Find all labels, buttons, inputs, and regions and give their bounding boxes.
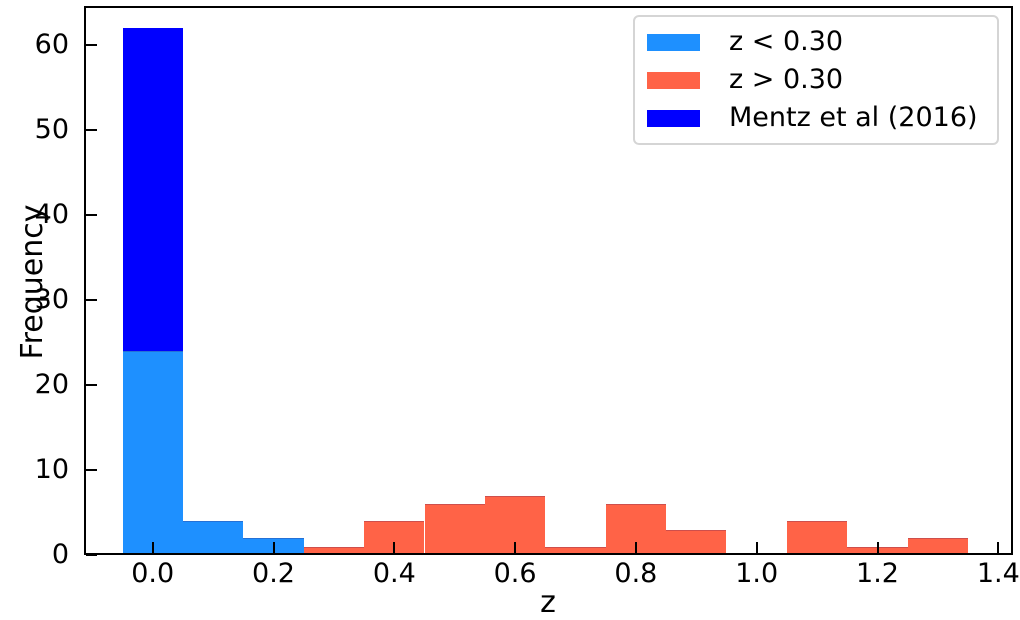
x-tick-label: 1.4 — [976, 558, 1020, 589]
x-tick-label: 1.0 — [735, 558, 779, 589]
hist-bar-series1-bin4 — [545, 546, 606, 555]
y-tick-mark — [86, 554, 97, 556]
hist-bar-series0-bin1 — [182, 521, 244, 555]
x-tick-label: 1.2 — [856, 558, 899, 589]
legend-box: z < 0.30 z > 0.30 Mentz et al (2016) — [633, 15, 999, 145]
legend-label: z < 0.30 — [729, 26, 844, 57]
hist-bar-series2-bin0 — [122, 28, 183, 352]
y-tick-label: 20 — [34, 369, 69, 401]
x-tick-mark — [393, 542, 396, 553]
x-tick-label: 0.6 — [493, 558, 537, 589]
hist-bar-series1-bin2 — [424, 504, 485, 555]
y-tick-label: 0 — [51, 539, 69, 570]
y-tick-label: 60 — [34, 29, 69, 61]
x-tick-mark — [514, 542, 517, 553]
x-tick-mark — [634, 542, 637, 553]
legend-item-2: Mentz et al (2016) — [647, 103, 997, 133]
y-tick-mark — [86, 214, 97, 217]
x-tick-mark — [151, 542, 154, 553]
hist-bar-series1-bin8 — [786, 521, 848, 555]
x-tick-label: 0.8 — [614, 558, 658, 589]
hist-bar-series0-bin0 — [122, 351, 183, 555]
x-tick-label: 0.2 — [252, 558, 295, 589]
legend-item-0: z < 0.30 — [647, 27, 997, 57]
y-tick-mark — [86, 129, 97, 132]
legend-item-1: z > 0.30 — [647, 65, 997, 95]
legend-swatch-icon — [647, 71, 700, 89]
hist-bar-series1-bin0 — [303, 546, 365, 555]
legend-swatch-icon — [647, 109, 700, 127]
legend-swatch-icon — [647, 33, 700, 51]
x-tick-label: 0.0 — [131, 558, 175, 589]
x-tick-mark — [876, 542, 879, 553]
y-tick-mark — [86, 44, 97, 47]
legend-label: z > 0.30 — [729, 64, 844, 95]
hist-bar-series1-bin10 — [907, 538, 969, 555]
y-tick-mark — [86, 299, 97, 302]
x-tick-mark — [997, 542, 1000, 553]
legend-label: Mentz et al (2016) — [729, 102, 978, 133]
x-tick-mark — [272, 542, 275, 553]
y-tick-mark — [86, 384, 97, 387]
y-tick-label: 50 — [34, 114, 69, 146]
y-tick-label: 30 — [34, 284, 69, 316]
y-tick-label: 40 — [34, 199, 69, 231]
x-tick-mark — [755, 542, 758, 553]
y-axis-label: Frequency — [15, 204, 50, 360]
hist-bar-series1-bin6 — [666, 529, 727, 555]
y-tick-mark — [86, 469, 97, 472]
x-axis-label: z — [540, 585, 556, 620]
y-tick-label: 10 — [34, 454, 69, 486]
x-tick-label: 0.4 — [372, 558, 416, 589]
